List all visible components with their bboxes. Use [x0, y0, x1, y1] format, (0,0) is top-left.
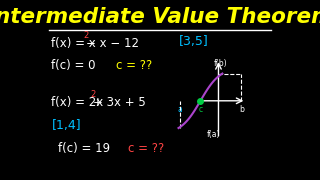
Text: 2: 2 [90, 90, 95, 99]
Text: b: b [239, 105, 244, 114]
Text: a: a [177, 105, 182, 114]
Text: f(c) = 0: f(c) = 0 [52, 59, 96, 72]
Text: [3,5]: [3,5] [179, 35, 209, 48]
Text: + 3x + 5: + 3x + 5 [93, 96, 146, 109]
Text: f(b): f(b) [214, 58, 227, 68]
Text: 2: 2 [84, 31, 89, 40]
Text: [1,4]: [1,4] [52, 119, 81, 132]
Text: f(x) = 2x: f(x) = 2x [52, 96, 104, 109]
Text: − x − 12: − x − 12 [86, 37, 140, 50]
Text: c: c [198, 105, 202, 114]
Text: c = ??: c = ?? [128, 142, 164, 155]
Text: Intermediate Value Theorem: Intermediate Value Theorem [0, 7, 320, 27]
Text: f(a): f(a) [206, 130, 220, 139]
Text: f(x) = x: f(x) = x [52, 37, 96, 50]
Text: c = ??: c = ?? [116, 59, 152, 72]
Text: f(c) = 19: f(c) = 19 [58, 142, 110, 155]
